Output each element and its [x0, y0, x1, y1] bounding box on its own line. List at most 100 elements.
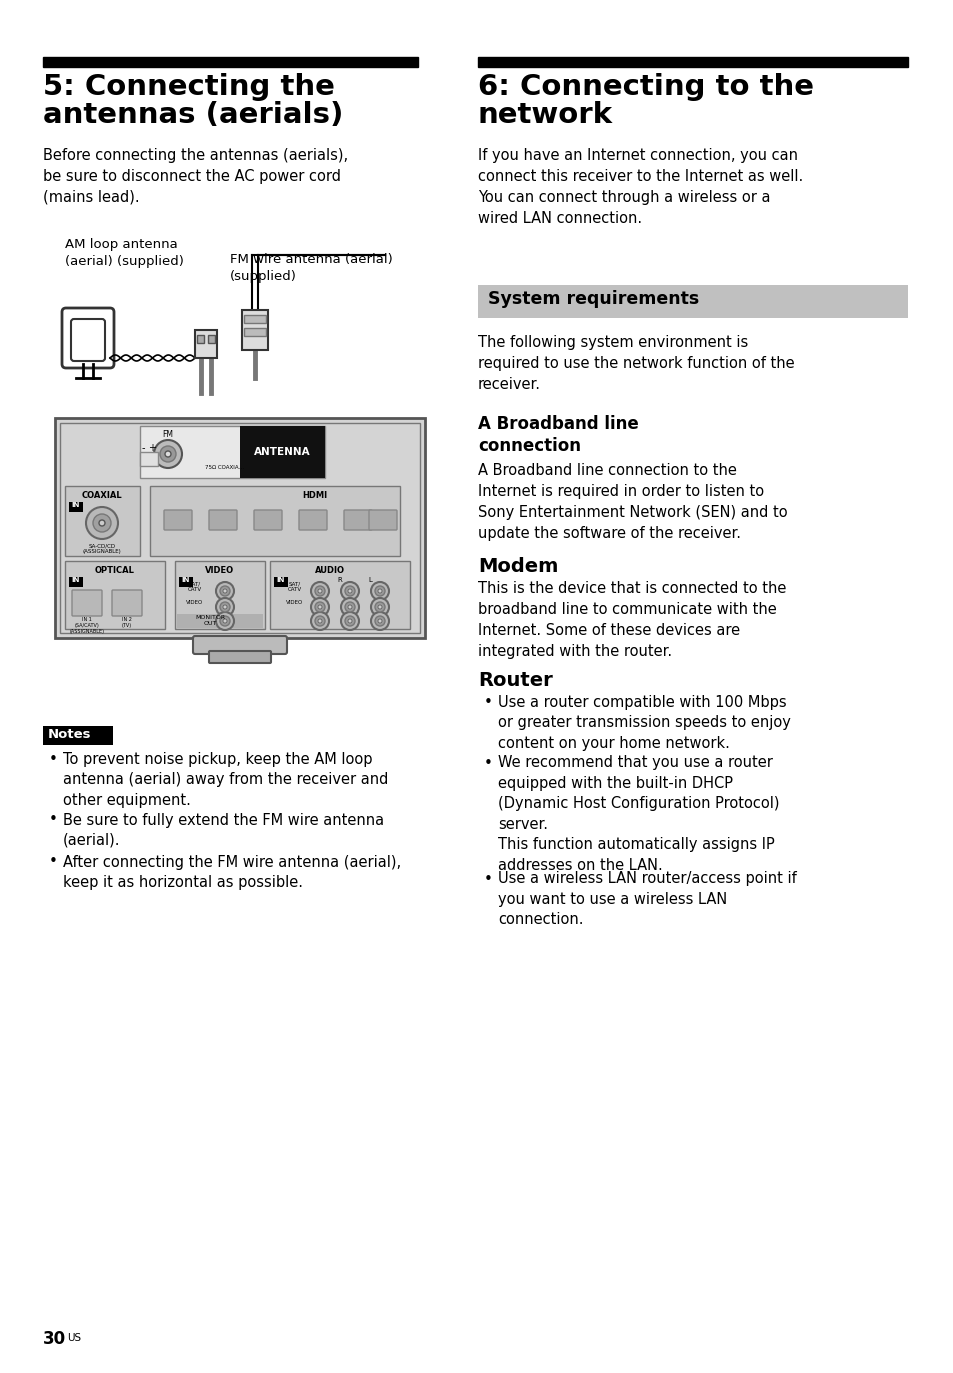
- Bar: [194, 330, 216, 358]
- Bar: [43, 726, 112, 746]
- Circle shape: [311, 582, 329, 600]
- Text: This is the device that is connected to the
broadband line to communicate with t: This is the device that is connected to …: [477, 581, 785, 659]
- Circle shape: [377, 605, 381, 610]
- Text: AUDIO: AUDIO: [314, 566, 345, 575]
- Bar: [208, 335, 214, 343]
- Circle shape: [345, 586, 355, 596]
- FancyBboxPatch shape: [164, 509, 192, 530]
- Text: •: •: [483, 695, 493, 710]
- Circle shape: [340, 582, 358, 600]
- Circle shape: [371, 599, 389, 616]
- Text: FM: FM: [162, 430, 173, 439]
- Bar: [477, 286, 907, 319]
- Circle shape: [345, 616, 355, 626]
- Text: IN 1
(SA/CATV)
(ASSIGNABLE): IN 1 (SA/CATV) (ASSIGNABLE): [70, 616, 105, 633]
- Circle shape: [311, 612, 329, 630]
- Circle shape: [220, 601, 230, 612]
- FancyBboxPatch shape: [298, 509, 327, 530]
- Bar: [477, 58, 907, 67]
- Text: (ASSIGNABLE): (ASSIGNABLE): [83, 549, 121, 553]
- Bar: [43, 58, 417, 67]
- FancyBboxPatch shape: [112, 590, 142, 616]
- Circle shape: [215, 599, 233, 616]
- Text: IN: IN: [71, 577, 80, 584]
- Circle shape: [220, 586, 230, 596]
- Circle shape: [92, 514, 111, 531]
- Text: IN: IN: [71, 503, 80, 508]
- Circle shape: [223, 619, 227, 623]
- Circle shape: [215, 612, 233, 630]
- Text: •: •: [49, 813, 58, 828]
- Text: 6: Connecting to the: 6: Connecting to the: [477, 73, 813, 102]
- Text: L: L: [368, 577, 372, 584]
- Bar: [69, 503, 83, 512]
- Text: MONITOR
OUT: MONITOR OUT: [194, 615, 225, 626]
- Bar: [270, 562, 410, 629]
- Text: Router: Router: [477, 671, 552, 691]
- Text: VIDEO: VIDEO: [205, 566, 234, 575]
- Bar: [244, 314, 266, 323]
- Circle shape: [348, 619, 352, 623]
- Text: IN: IN: [182, 577, 190, 584]
- FancyBboxPatch shape: [71, 319, 105, 361]
- Text: System requirements: System requirements: [488, 290, 699, 308]
- Bar: [196, 335, 204, 343]
- Text: •: •: [49, 752, 58, 768]
- Text: 75Ω COAXIA…: 75Ω COAXIA…: [205, 465, 244, 470]
- Circle shape: [375, 586, 385, 596]
- Bar: [177, 614, 263, 627]
- Text: AM loop antenna
(aerial) (supplied): AM loop antenna (aerial) (supplied): [65, 238, 184, 268]
- Bar: [65, 562, 165, 629]
- FancyBboxPatch shape: [209, 509, 236, 530]
- Text: Use a router compatible with 100 Mbps
or greater transmission speeds to enjoy
co: Use a router compatible with 100 Mbps or…: [497, 695, 790, 751]
- Bar: [65, 486, 140, 556]
- Text: IN 2
(TV): IN 2 (TV): [122, 616, 132, 627]
- Circle shape: [223, 589, 227, 593]
- Circle shape: [215, 582, 233, 600]
- Circle shape: [317, 619, 322, 623]
- Circle shape: [317, 589, 322, 593]
- Circle shape: [371, 582, 389, 600]
- Text: antennas (aerials): antennas (aerials): [43, 102, 343, 129]
- Text: If you have an Internet connection, you can
connect this receiver to the Interne: If you have an Internet connection, you …: [477, 148, 802, 227]
- FancyBboxPatch shape: [209, 651, 271, 663]
- Text: We recommend that you use a router
equipped with the built-in DHCP
(Dynamic Host: We recommend that you use a router equip…: [497, 755, 779, 872]
- Circle shape: [314, 616, 325, 626]
- Circle shape: [371, 612, 389, 630]
- Text: •: •: [483, 872, 493, 887]
- Circle shape: [340, 599, 358, 616]
- Circle shape: [345, 601, 355, 612]
- Text: US: US: [67, 1333, 81, 1343]
- Circle shape: [375, 616, 385, 626]
- Circle shape: [317, 605, 322, 610]
- Text: Modem: Modem: [477, 557, 558, 577]
- FancyBboxPatch shape: [62, 308, 113, 368]
- Text: VIDEO: VIDEO: [286, 600, 303, 605]
- Text: HDMI: HDMI: [302, 492, 327, 500]
- Bar: [242, 310, 268, 350]
- Text: 30: 30: [43, 1330, 66, 1348]
- Bar: [240, 426, 325, 478]
- Circle shape: [223, 605, 227, 610]
- Circle shape: [220, 616, 230, 626]
- FancyBboxPatch shape: [253, 509, 282, 530]
- FancyBboxPatch shape: [369, 509, 396, 530]
- Bar: [140, 426, 325, 478]
- Text: Use a wireless LAN router/access point if
you want to use a wireless LAN
connect: Use a wireless LAN router/access point i…: [497, 872, 796, 927]
- Bar: [274, 577, 288, 588]
- Bar: [140, 452, 158, 465]
- Bar: [174, 562, 265, 629]
- Bar: [244, 328, 266, 336]
- Text: The following system environment is
required to use the network function of the
: The following system environment is requ…: [477, 335, 794, 393]
- Text: •: •: [49, 854, 58, 869]
- Text: A Broadband line connection to the
Internet is required in order to listen to
So: A Broadband line connection to the Inter…: [477, 463, 787, 541]
- Text: network: network: [477, 102, 613, 129]
- Circle shape: [314, 601, 325, 612]
- Text: IN: IN: [276, 577, 285, 584]
- Circle shape: [348, 605, 352, 610]
- Circle shape: [340, 612, 358, 630]
- Text: OPTICAL: OPTICAL: [95, 566, 134, 575]
- Bar: [69, 577, 83, 588]
- Circle shape: [86, 507, 118, 540]
- Text: SAT/
CATV: SAT/ CATV: [188, 582, 202, 592]
